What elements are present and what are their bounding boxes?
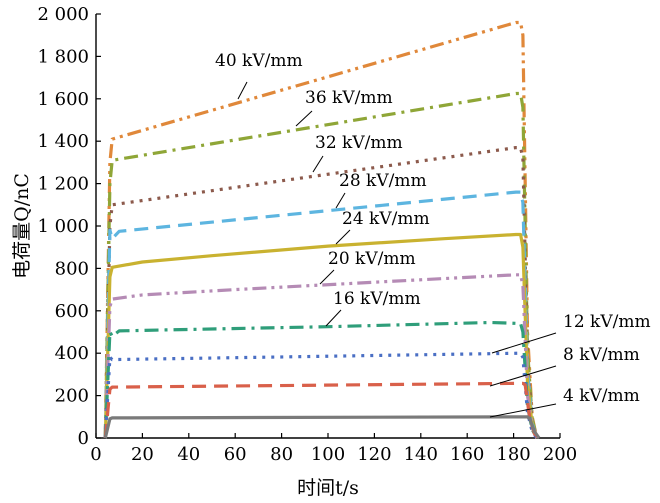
series-line-24-kv-mm [103, 232, 539, 439]
series-line-40-kv-mm [103, 20, 539, 439]
series-annotation: 32 kV/mm [315, 133, 403, 153]
y-axis-title: 电荷量Q/nC [11, 173, 33, 279]
annotation-leader [312, 155, 324, 173]
y-tick-label: 1 800 [37, 46, 89, 67]
annotation-leader [335, 229, 351, 245]
x-tick-label: 60 [224, 444, 247, 465]
annotation-leader [489, 365, 557, 387]
series-annotation: 8 kV/mm [563, 345, 640, 365]
annotation-leader [319, 269, 335, 285]
x-tick-label: 120 [357, 444, 391, 465]
y-tick-label: 400 [55, 343, 89, 364]
y-tick-label: 800 [55, 258, 89, 279]
series-annotation: 28 kV/mm [339, 171, 427, 191]
series-line-20-kv-mm [103, 273, 539, 439]
annotation-leader [335, 192, 346, 209]
annotation-leader [491, 332, 557, 354]
x-tick-label: 160 [450, 444, 484, 465]
x-tick-label: 0 [90, 444, 101, 465]
y-tick-label: 200 [55, 386, 89, 407]
series-line-12-kv-mm [103, 351, 539, 439]
series-annotation: 16 kV/mm [333, 289, 421, 309]
series-line-16-kv-mm [103, 320, 539, 439]
y-tick-label: 0 [78, 428, 89, 449]
y-tick-label: 1 400 [37, 131, 89, 152]
series-line-28-kv-mm [103, 190, 539, 439]
series-annotation: 4 kV/mm [563, 386, 640, 406]
annotation-leader [295, 110, 313, 127]
annotation-leader [489, 403, 557, 418]
series-line-32-kv-mm [103, 146, 539, 439]
y-tick-label: 1 600 [37, 89, 89, 110]
series-annotation: 36 kV/mm [305, 88, 393, 108]
x-axis-title: 时间t/s [297, 477, 359, 499]
x-tick-label: 100 [311, 444, 345, 465]
x-tick-label: 200 [543, 444, 577, 465]
series-line-36-kv-mm [103, 91, 539, 439]
y-tick-label: 2 000 [37, 4, 89, 25]
x-tick-label: 20 [131, 444, 154, 465]
series-annotation: 24 kV/mm [342, 209, 430, 229]
y-tick-label: 1 000 [37, 216, 89, 237]
series-annotation: 12 kV/mm [563, 312, 651, 332]
series-annotation: 20 kV/mm [328, 249, 416, 269]
annotation-leader [237, 81, 248, 100]
series-layer [103, 20, 541, 440]
ticks: 0 20 40 60 80 100 120 140 160 180 200 0 200 400 600 800… [37, 4, 577, 465]
x-tick-label: 40 [177, 444, 200, 465]
x-tick-label: 180 [496, 444, 530, 465]
y-tick-label: 600 [55, 301, 89, 322]
x-tick-label: 140 [404, 444, 438, 465]
annotation-leader [325, 309, 342, 327]
series-line-4-kv-mm [103, 415, 541, 439]
series-annotation: 40 kV/mm [215, 51, 303, 71]
series-line-8-kv-mm [103, 381, 541, 440]
x-tick-label: 80 [270, 444, 293, 465]
y-tick-label: 1 200 [37, 174, 89, 195]
